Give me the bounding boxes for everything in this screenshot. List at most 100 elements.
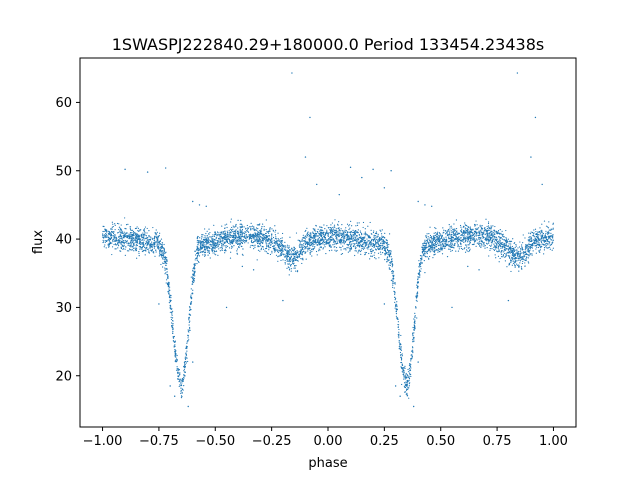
data-point bbox=[287, 263, 289, 265]
data-point bbox=[527, 261, 529, 263]
data-point bbox=[296, 271, 299, 273]
data-point bbox=[386, 241, 388, 243]
data-point bbox=[164, 261, 167, 263]
data-point bbox=[297, 251, 299, 253]
data-point bbox=[414, 316, 416, 318]
data-point bbox=[241, 240, 243, 242]
data-point bbox=[419, 275, 421, 277]
data-point bbox=[116, 222, 119, 225]
data-point bbox=[361, 241, 363, 243]
data-point bbox=[208, 246, 210, 248]
data-point bbox=[193, 278, 196, 280]
data-point bbox=[201, 236, 203, 238]
data-point bbox=[365, 251, 368, 254]
data-point bbox=[446, 234, 449, 237]
data-point bbox=[504, 239, 506, 241]
data-point bbox=[226, 241, 229, 244]
data-point bbox=[213, 240, 215, 242]
data-point bbox=[404, 383, 407, 385]
data-point bbox=[370, 245, 372, 247]
data-point bbox=[410, 350, 413, 352]
data-point bbox=[280, 242, 282, 244]
data-point bbox=[468, 238, 470, 240]
data-point bbox=[204, 250, 206, 252]
data-point bbox=[266, 230, 268, 233]
data-point bbox=[424, 253, 426, 255]
data-point bbox=[198, 261, 200, 263]
data-point bbox=[417, 286, 419, 288]
data-point bbox=[394, 282, 396, 284]
data-point bbox=[194, 271, 196, 273]
data-point bbox=[118, 226, 121, 228]
data-point bbox=[498, 249, 500, 251]
data-point bbox=[231, 236, 234, 239]
data-point bbox=[254, 228, 256, 231]
data-point bbox=[440, 244, 442, 246]
data-point bbox=[130, 236, 133, 238]
data-point bbox=[382, 242, 385, 244]
data-point bbox=[463, 226, 465, 228]
data-point bbox=[306, 232, 309, 234]
data-point bbox=[201, 234, 203, 236]
data-point bbox=[330, 246, 333, 248]
data-point bbox=[528, 251, 530, 254]
data-point bbox=[218, 233, 220, 236]
data-point bbox=[148, 238, 151, 241]
data-point bbox=[530, 246, 532, 249]
data-point bbox=[200, 238, 203, 240]
data-point bbox=[172, 340, 175, 342]
data-point bbox=[228, 233, 230, 235]
data-point bbox=[174, 351, 176, 353]
data-point bbox=[207, 237, 209, 239]
data-point bbox=[133, 250, 135, 252]
data-point bbox=[163, 250, 165, 252]
data-point bbox=[298, 245, 300, 247]
data-point bbox=[506, 252, 508, 254]
data-point bbox=[435, 245, 437, 247]
data-point bbox=[124, 241, 127, 243]
data-point bbox=[276, 241, 278, 243]
data-point bbox=[204, 251, 207, 253]
data-point bbox=[209, 236, 211, 238]
data-point bbox=[378, 245, 380, 247]
data-point bbox=[538, 242, 540, 244]
data-point bbox=[239, 223, 241, 225]
data-point bbox=[132, 237, 134, 239]
data-point bbox=[499, 257, 501, 260]
data-point bbox=[236, 241, 238, 243]
data-point bbox=[426, 238, 428, 240]
data-point bbox=[134, 233, 136, 235]
data-point bbox=[368, 235, 370, 237]
data-point bbox=[369, 241, 372, 243]
data-point bbox=[391, 270, 394, 272]
data-point bbox=[350, 244, 352, 246]
data-point bbox=[520, 266, 523, 268]
data-point bbox=[252, 242, 254, 244]
data-point bbox=[455, 232, 457, 234]
data-point bbox=[493, 249, 496, 251]
data-point bbox=[266, 252, 269, 254]
data-point bbox=[189, 320, 191, 322]
data-point bbox=[196, 259, 198, 261]
data-point bbox=[458, 236, 460, 238]
data-point bbox=[213, 251, 216, 253]
data-point bbox=[423, 246, 425, 249]
data-point bbox=[287, 247, 290, 249]
data-point bbox=[302, 257, 304, 259]
data-point bbox=[153, 247, 155, 249]
data-point bbox=[466, 250, 468, 252]
data-point bbox=[215, 239, 217, 241]
data-point bbox=[180, 382, 182, 384]
data-point bbox=[142, 246, 144, 248]
data-point bbox=[404, 378, 407, 380]
data-point bbox=[544, 243, 547, 245]
data-point bbox=[432, 250, 434, 252]
data-point bbox=[334, 241, 337, 243]
data-point bbox=[193, 280, 196, 282]
data-point bbox=[172, 310, 174, 312]
data-point bbox=[395, 315, 398, 317]
data-point bbox=[474, 228, 477, 230]
data-point bbox=[329, 229, 331, 231]
data-point bbox=[438, 242, 440, 244]
data-point bbox=[529, 252, 531, 255]
